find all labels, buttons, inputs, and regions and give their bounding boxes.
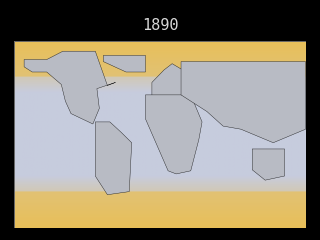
Polygon shape bbox=[95, 122, 132, 195]
Polygon shape bbox=[152, 64, 188, 97]
Polygon shape bbox=[252, 149, 284, 180]
Text: 1890: 1890 bbox=[142, 18, 178, 33]
Polygon shape bbox=[146, 95, 202, 174]
Polygon shape bbox=[103, 55, 146, 72]
Polygon shape bbox=[181, 62, 306, 143]
Polygon shape bbox=[24, 51, 116, 124]
